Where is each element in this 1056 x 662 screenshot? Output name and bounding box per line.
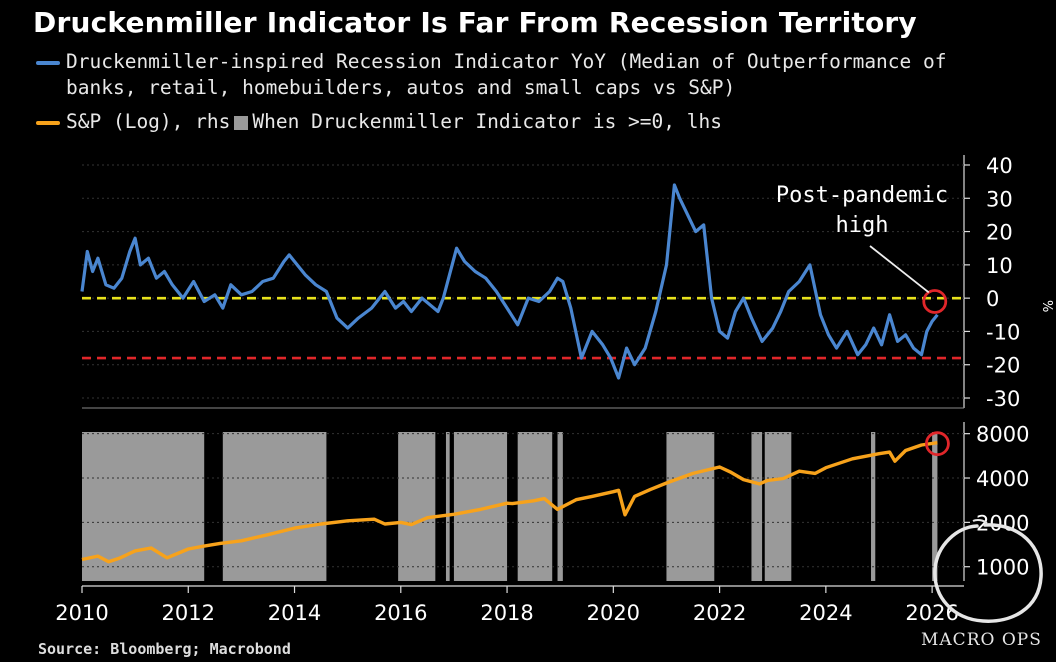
chart-title: Druckenmiller Indicator Is Far From Rece… — [33, 6, 917, 39]
x-tick-label: 2012 — [162, 601, 215, 625]
annotation-circle — [922, 289, 948, 314]
indicator-tick-label: 0 — [986, 287, 999, 311]
x-tick-label: 2014 — [268, 601, 321, 625]
x-axis: 2010 2012 2014 2016 2018 2020 2022 2024 2026 — [55, 585, 964, 625]
x-tick-label: 2010 — [55, 601, 108, 625]
indicator-positive-shading — [517, 432, 553, 581]
source-note: Source: Bloomberg; Macrobond — [38, 640, 291, 658]
legend-sp: S&P (Log), rhs When Druckenmiller Indicat… — [36, 110, 722, 133]
indicator-tick-label: -10 — [986, 320, 1020, 344]
legend-shading-label: When Druckenmiller Indicator is >=0, lhs — [252, 110, 722, 133]
x-tick-label: 2026 — [905, 601, 958, 625]
legend-indicator: Druckenmiller-inspired Recession Indicat… — [36, 50, 947, 73]
legend-sp-swatch — [36, 120, 60, 125]
annotation-text-line-1: Post-pandemic — [776, 183, 948, 208]
sp-tick-label: 8000 — [976, 423, 1029, 447]
watermark-text: MACRO OPS — [921, 630, 1042, 650]
indicator-series-line — [80, 183, 939, 380]
x-tick-label: 2024 — [799, 601, 852, 625]
indicator-positive-shading — [764, 432, 792, 581]
legend-shading-swatch — [234, 115, 249, 130]
indicator-positive-shading — [82, 432, 205, 581]
indicator-unit-label: % — [1039, 300, 1054, 312]
annotation-leader-line — [869, 245, 930, 294]
x-tick-label: 2020 — [587, 601, 640, 625]
legend-indicator-label-2: banks, retail, homebuilders, autos and s… — [66, 76, 736, 99]
indicator-positive-shading — [666, 432, 715, 581]
indicator-tick-label: 10 — [986, 254, 1013, 278]
indicator-positive-shading — [222, 432, 327, 581]
indicator-tick-label: -30 — [986, 387, 1020, 411]
sp-tick-label: 1000 — [976, 556, 1029, 580]
watermark-logo-icon — [933, 518, 1043, 623]
indicator-tick-label: 20 — [986, 221, 1013, 245]
legend-sp-label: S&P (Log), rhs — [66, 110, 231, 133]
indicator-tick-label: 40 — [986, 154, 1013, 178]
indicator-positive-shading — [398, 432, 436, 581]
sp-tick-label: 4000 — [976, 467, 1029, 491]
legend-indicator-swatch — [36, 60, 60, 65]
legend-indicator-label-1: Druckenmiller-inspired Recession Indicat… — [66, 50, 947, 73]
indicator-panel: 40 30 20 10 0 -10 -20 -30% Post-pandemic high — [80, 154, 1054, 411]
indicator-tick-label: 30 — [986, 187, 1013, 211]
x-tick-label: 2022 — [693, 601, 746, 625]
indicator-positive-shading — [871, 432, 876, 581]
indicator-tick-label: -20 — [986, 354, 1020, 378]
x-tick-label: 2016 — [374, 601, 427, 625]
sp-series-line — [81, 441, 938, 564]
indicator-positive-shading — [445, 432, 450, 581]
indicator-positive-shading — [932, 432, 938, 581]
sp-annotation-circle — [925, 431, 950, 457]
legend-indicator-cont: banks, retail, homebuilders, autos and s… — [66, 76, 735, 99]
annotation-text-line-2: high — [836, 213, 889, 238]
indicator-positive-shading — [751, 432, 763, 581]
x-tick-label: 2018 — [480, 601, 533, 625]
